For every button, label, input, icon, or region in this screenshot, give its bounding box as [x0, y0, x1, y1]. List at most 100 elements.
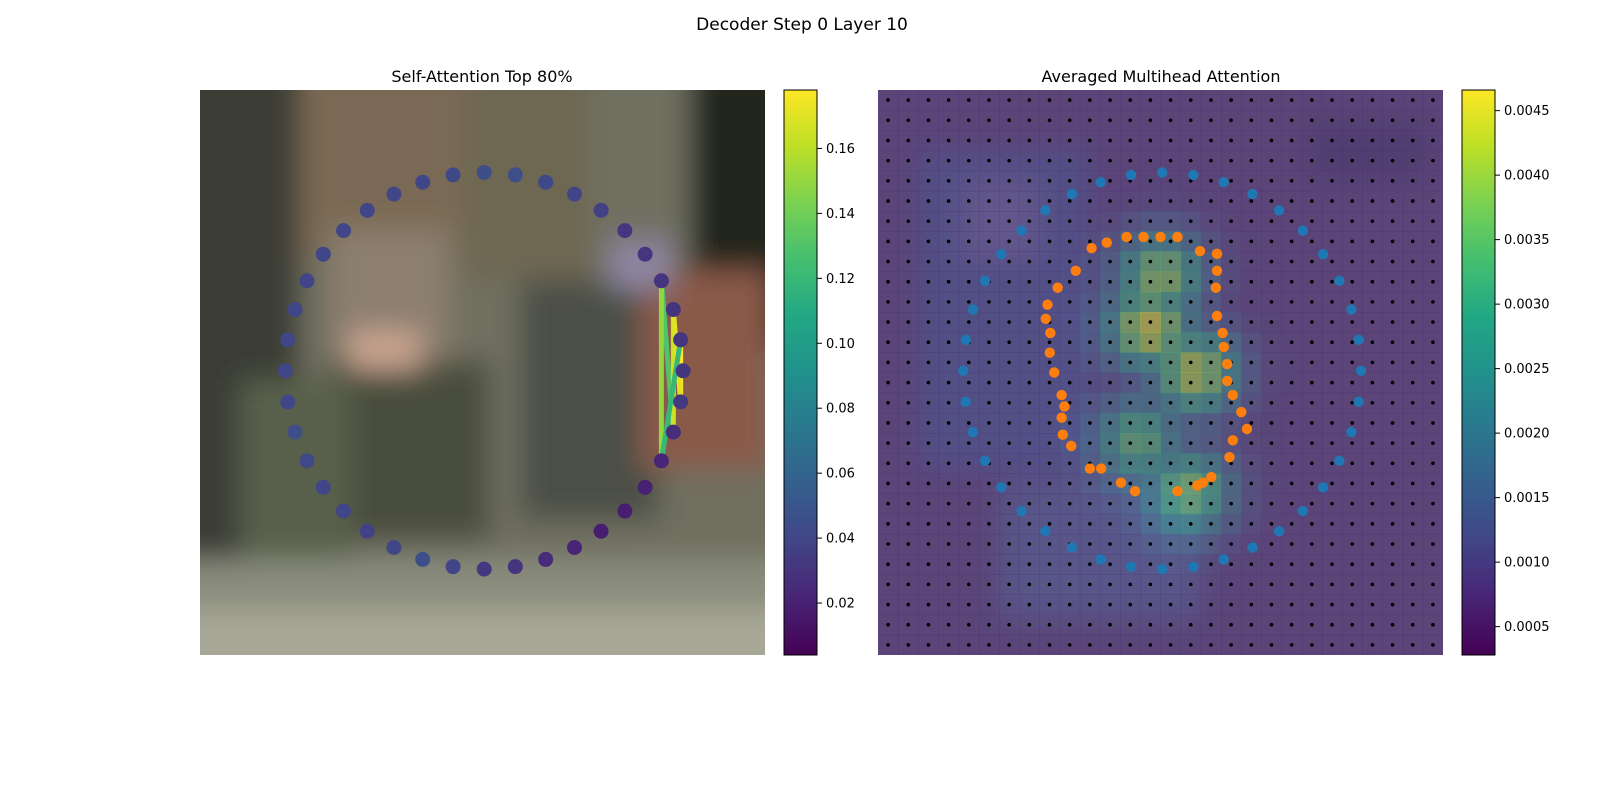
- grid-dot: [906, 582, 911, 587]
- blue-keypoint: [1095, 554, 1106, 565]
- grid-dot: [1310, 643, 1314, 647]
- grid-dot: [1310, 562, 1314, 566]
- grid-dot: [1108, 461, 1112, 466]
- orange-keypoint: [1211, 265, 1223, 276]
- grid-dot: [1168, 199, 1173, 203]
- grid-dot: [1188, 138, 1193, 143]
- grid-dot: [1390, 501, 1395, 506]
- orange-keypoint: [1059, 401, 1070, 412]
- grid-dot: [1410, 239, 1415, 244]
- grid-dot: [967, 360, 971, 365]
- grid-dot: [1007, 622, 1011, 627]
- grid-dot: [1027, 562, 1032, 566]
- grid-dot: [906, 239, 911, 244]
- grid-dot: [1188, 239, 1193, 244]
- grid-dot: [1148, 158, 1153, 163]
- grid-dot: [1310, 421, 1314, 425]
- grid-dot: [1007, 501, 1011, 506]
- grid-dot: [1410, 441, 1415, 445]
- grid-dot: [926, 582, 931, 587]
- grid-dot: [1148, 279, 1153, 284]
- grid-dot: [1249, 199, 1254, 203]
- grid-dot: [987, 259, 991, 264]
- grid-dot: [1108, 219, 1112, 223]
- grid-dot: [1128, 643, 1133, 647]
- grid-dot: [1410, 522, 1415, 526]
- grid-dot: [1088, 199, 1092, 203]
- grid-dot: [1310, 239, 1314, 244]
- grid-dot: [1330, 602, 1334, 607]
- grid-dot: [1370, 562, 1375, 566]
- grid-dot: [1209, 501, 1213, 506]
- grid-dot: [1108, 259, 1112, 264]
- grid-dot: [1370, 441, 1375, 445]
- grid-dot: [1067, 98, 1072, 102]
- orange-keypoint: [1101, 237, 1113, 248]
- grid-dot: [1067, 179, 1072, 183]
- grid-dot: [1067, 360, 1072, 365]
- grid-dot: [1350, 582, 1354, 587]
- grid-dot: [1027, 643, 1032, 647]
- orange-keypoint: [1194, 245, 1206, 257]
- grid-dot: [1229, 340, 1233, 345]
- orange-keypoint: [1070, 265, 1081, 276]
- grid-dot: [926, 199, 931, 203]
- grid-dot: [1088, 340, 1092, 345]
- blue-keypoint: [1125, 561, 1137, 572]
- grid-dot: [926, 259, 931, 264]
- grid-dot: [1088, 441, 1092, 445]
- grid-dot: [1027, 300, 1032, 304]
- panel-self-attention-title: Self-Attention Top 80%: [391, 67, 572, 86]
- grid-dot: [1269, 602, 1274, 607]
- grid-dot: [1188, 400, 1193, 405]
- grid-dot: [1027, 582, 1032, 587]
- grid-dot: [1088, 219, 1092, 223]
- grid-dot: [886, 441, 890, 445]
- grid-dot: [1269, 380, 1274, 385]
- keypoint: [445, 167, 461, 183]
- grid-dot: [1209, 158, 1213, 163]
- blue-keypoint: [960, 334, 971, 345]
- grid-dot: [1249, 461, 1254, 466]
- grid-dot: [1108, 158, 1112, 163]
- grid-dot: [1350, 158, 1354, 163]
- grid-dot: [1431, 622, 1435, 627]
- grid-dot: [1209, 259, 1213, 264]
- grid-dot: [1168, 421, 1173, 425]
- grid-dot: [1330, 441, 1334, 445]
- grid-dot: [1067, 300, 1072, 304]
- grid-dot: [1209, 239, 1213, 244]
- grid-dot: [906, 522, 911, 526]
- grid-dot: [946, 602, 951, 607]
- grid-dot: [1390, 622, 1395, 627]
- grid-dot: [1168, 582, 1173, 587]
- grid-dot: [926, 98, 931, 102]
- grid-dot: [1350, 643, 1354, 647]
- grid-dot: [1410, 622, 1415, 627]
- grid-dot: [1168, 239, 1173, 244]
- grid-dot: [1209, 360, 1213, 365]
- grid-dot: [926, 219, 931, 223]
- grid-dot: [1310, 542, 1314, 546]
- grid-dot: [886, 219, 890, 223]
- blue-keypoint: [1188, 561, 1199, 572]
- grid-dot: [1289, 279, 1294, 284]
- grid-dot: [1350, 602, 1354, 607]
- grid-dot: [1088, 622, 1092, 627]
- grid-dot: [1047, 179, 1052, 183]
- blue-keypoint: [996, 249, 1007, 260]
- grid-dot: [1088, 602, 1092, 607]
- grid-dot: [1269, 300, 1274, 304]
- grid-dot: [1067, 522, 1072, 526]
- blue-keypoint: [1334, 455, 1345, 467]
- grid-dot: [886, 138, 890, 143]
- grid-dot: [1431, 199, 1435, 203]
- grid-dot: [987, 562, 991, 566]
- grid-dot: [1431, 441, 1435, 445]
- grid-dot: [1209, 461, 1213, 466]
- colorbar-tick-label: 0.10: [826, 337, 855, 352]
- grid-dot: [1410, 542, 1415, 546]
- grid-dot: [1188, 320, 1193, 324]
- grid-dot: [1229, 320, 1233, 324]
- grid-dot: [1067, 118, 1072, 123]
